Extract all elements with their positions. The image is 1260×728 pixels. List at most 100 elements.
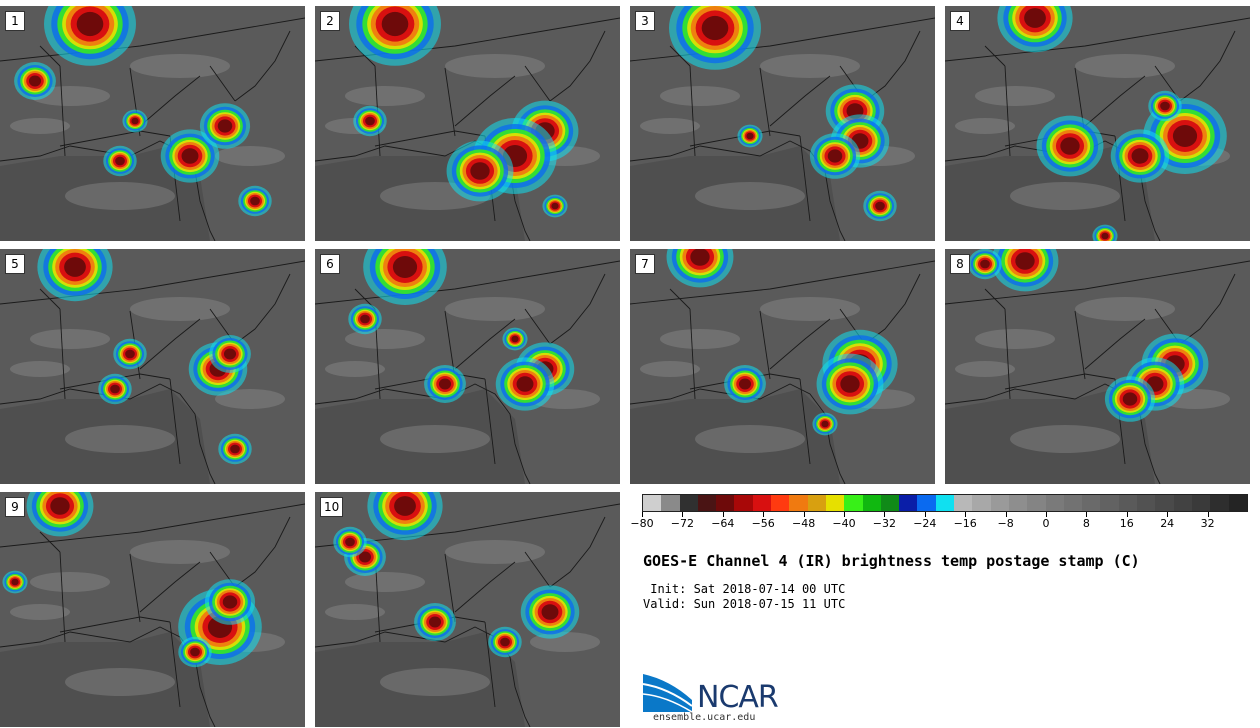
map-panel: 10 [315,492,620,727]
border-line [759,310,771,380]
storm-cell [980,259,990,269]
border-line [484,378,496,465]
border-line [769,75,831,127]
border-line [59,551,66,643]
colorbar-cell [844,495,863,511]
storm-cell [125,349,135,359]
temperature-colorbar [642,494,1248,512]
colorbar-tick-label: −56 [751,517,775,530]
border-line [444,553,456,623]
border-line [139,561,201,613]
map-panel: 1 [0,6,305,241]
cloud-wisp [445,54,545,78]
satellite-map [630,6,935,241]
colorbar-tick [1046,512,1047,517]
satellite-map [315,249,620,484]
satellite-map [315,6,620,241]
cloud-wisp [10,604,70,620]
storm-cell [115,156,125,166]
satellite-map [315,492,620,727]
cloud-wisp [10,118,70,134]
cloud-wisp [30,329,110,349]
cloud-wisp [1010,182,1120,210]
storm-cell [541,604,559,620]
border-line [689,373,801,390]
storm-cell [1172,125,1198,147]
border-line [374,130,486,147]
colorbar-cell [1045,495,1064,511]
border-line [169,378,181,465]
colorbar-cell [1191,495,1211,511]
satellite-map [630,249,935,484]
storm-cell [875,201,885,211]
colorbar-tick-label: −48 [791,517,816,530]
colorbar-cell [661,495,680,511]
border-line [59,65,66,157]
border-line [1179,30,1236,102]
gulf-region [0,632,210,727]
storm-cell [392,256,418,278]
storm-cell [470,162,490,180]
ncar-logo-icon [642,674,693,713]
cloud-wisp [695,182,805,210]
panel-number: 5 [5,254,25,274]
cloud-wisp [65,425,175,453]
cloud-wisp [325,604,385,620]
border-line [234,273,291,345]
map-panel: 7 [630,249,935,484]
map-panel: 4 [945,6,1250,241]
border-line [630,383,846,484]
storm-cell [1060,137,1080,155]
cloud-wisp [975,329,1055,349]
colorbar-tick-label: −24 [913,517,937,530]
border-line [945,17,1250,62]
border-line [1004,65,1011,157]
colorbar-tick [642,512,643,517]
border-line [759,67,771,137]
border-line [984,288,1006,310]
colorbar-cell [1118,495,1138,511]
cloud-wisp [975,86,1055,106]
colorbar-cell [679,495,698,511]
gulf-region [945,146,1155,241]
storm-cell [76,11,104,37]
colorbar-tick [1207,512,1209,517]
border-line [945,260,1250,305]
colorbar-tick-label: 8 [1082,517,1090,530]
colorbar-tick [1086,512,1088,517]
storm-cell [821,420,829,428]
border-line [630,17,935,62]
storm-cell [1160,101,1170,111]
storm-cell [222,595,238,609]
border-line [315,383,531,484]
colorbar-cell [807,495,826,511]
border-line [984,45,1006,67]
colorbar-cell [862,495,881,511]
storm-cell [1101,232,1109,240]
storm-cell [516,376,534,392]
border-line [669,45,691,67]
border-line [209,65,236,102]
colorbar-cell [1228,495,1247,511]
colorbar-cell [880,495,900,511]
storm-cell [223,348,237,360]
border-line [799,378,811,465]
colorbar-cell [1155,495,1174,511]
cloud-wisp [10,361,70,377]
border-line [454,75,516,127]
cloud-wisp [1075,54,1175,78]
gulf-region [315,632,525,727]
border-line [669,288,691,310]
border-line [945,383,1161,484]
colorbar-tick-label: 32 [1200,517,1215,530]
border-line [1084,318,1146,370]
cloud-wisp [760,54,860,78]
cloud-wisp [695,425,805,453]
cloud-wisp [65,182,175,210]
colorbar-tick [1167,512,1169,517]
storm-cell [360,314,370,324]
colorbar-tick [1005,512,1007,517]
storm-cell [690,249,710,266]
panel-number: 6 [320,254,340,274]
border-line [524,551,551,588]
